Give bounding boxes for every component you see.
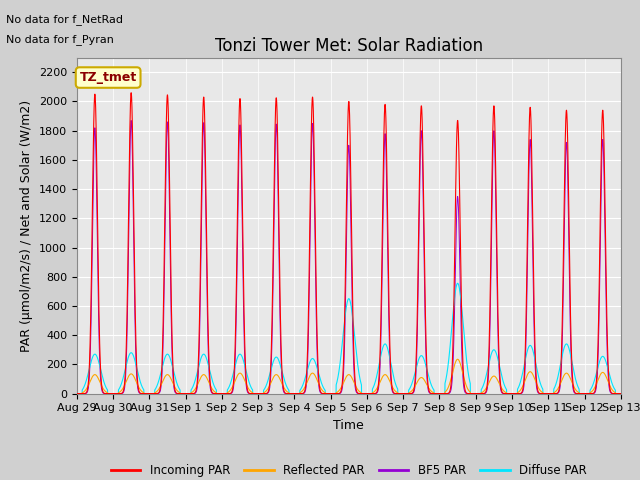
X-axis label: Time: Time bbox=[333, 419, 364, 432]
Title: Tonzi Tower Met: Solar Radiation: Tonzi Tower Met: Solar Radiation bbox=[215, 36, 483, 55]
Legend: Incoming PAR, Reflected PAR, BF5 PAR, Diffuse PAR: Incoming PAR, Reflected PAR, BF5 PAR, Di… bbox=[106, 459, 592, 480]
Text: No data for f_NetRad: No data for f_NetRad bbox=[6, 14, 124, 25]
Y-axis label: PAR (μmol/m2/s) / Net and Solar (W/m2): PAR (μmol/m2/s) / Net and Solar (W/m2) bbox=[20, 99, 33, 352]
Text: TZ_tmet: TZ_tmet bbox=[79, 71, 137, 84]
Text: No data for f_Pyran: No data for f_Pyran bbox=[6, 34, 115, 45]
